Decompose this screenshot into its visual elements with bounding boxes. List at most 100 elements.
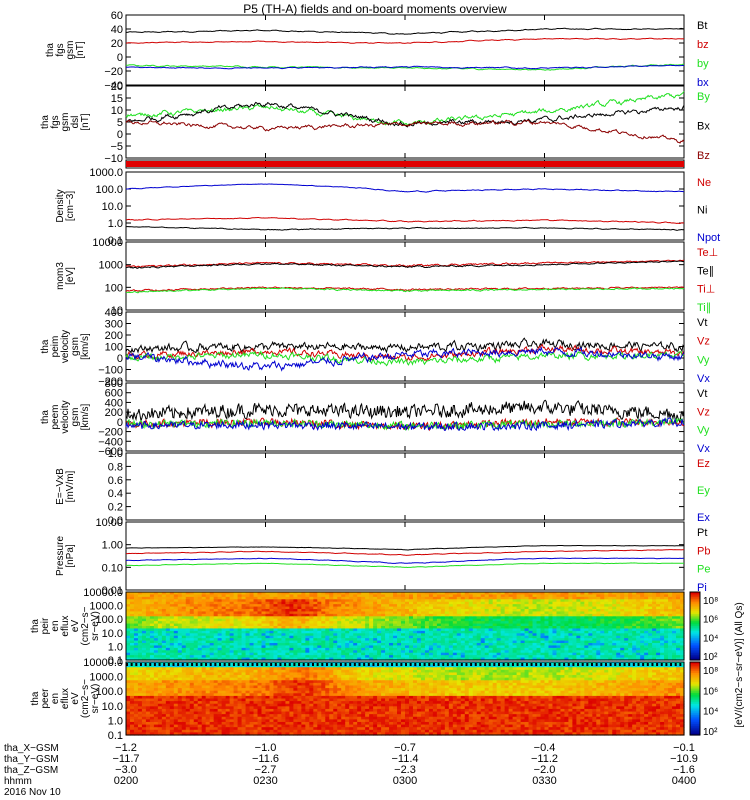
- spectrogram-cell: [157, 647, 163, 651]
- spectrogram-cell: [373, 611, 378, 615]
- spectrogram-cell: [385, 650, 390, 654]
- spectrogram-cell: [656, 638, 661, 642]
- spectrogram-cell: [361, 604, 366, 608]
- spectrogram-cell: [149, 675, 155, 679]
- spectrogram-cell: [440, 640, 446, 644]
- spectrogram-cell: [133, 601, 139, 605]
- spectrogram-cell: [293, 606, 298, 610]
- spectrogram-cell: [209, 594, 215, 598]
- spectrogram-cell: [656, 643, 661, 647]
- spectrogram-cell: [377, 616, 382, 620]
- spectrogram-cell: [656, 606, 661, 610]
- spectrogram-cell: [345, 623, 350, 627]
- spectrogram-cell: [612, 647, 617, 651]
- spectrogram-cell: [157, 706, 163, 710]
- spectrogram-cell: [157, 652, 163, 656]
- spectrogram-cell: [524, 643, 530, 647]
- spectrogram-cell: [476, 609, 482, 613]
- spectrogram-cell: [149, 611, 155, 615]
- spectrogram-cell: [185, 626, 191, 630]
- spectrogram-cell: [181, 664, 187, 668]
- spectrogram-cell: [173, 690, 179, 694]
- spectrogram-cell: [353, 638, 358, 642]
- spectrogram-cell: [381, 638, 386, 642]
- spectrogram-cell: [424, 643, 430, 647]
- spectrogram-cell: [309, 626, 314, 630]
- spectrogram-cell: [512, 643, 518, 647]
- spectrogram-cell: [664, 650, 669, 654]
- spectrogram-cell: [504, 647, 510, 651]
- spectrogram-cell: [385, 626, 390, 630]
- spectrogram-cell: [361, 643, 366, 647]
- y-tick-label: 0.4: [108, 488, 123, 500]
- spectrogram-cell: [281, 638, 287, 642]
- spectrogram-cell: [277, 592, 283, 596]
- spectrogram-cell: [185, 719, 191, 723]
- spectrogram-cell: [297, 655, 302, 659]
- spectrogram-cell: [149, 652, 155, 656]
- spectrogram-cell: [201, 721, 207, 726]
- y-axis-label: tha: [40, 410, 51, 424]
- spectrogram-cell: [229, 647, 235, 651]
- spectrogram-cell: [133, 652, 139, 656]
- spectrogram-cell: [165, 714, 171, 718]
- spectrogram-cell: [333, 599, 338, 603]
- spectrogram-cell: [636, 628, 641, 632]
- spectrogram-cell: [420, 611, 426, 615]
- spectrogram-cell: [540, 623, 546, 627]
- spectrogram-cell: [141, 719, 147, 723]
- spectrogram-cell: [217, 630, 223, 634]
- spectrogram-cell: [201, 618, 207, 622]
- spectrogram-cell: [632, 599, 637, 603]
- spectrogram-cell: [588, 647, 593, 651]
- spectrogram-cell: [580, 609, 585, 613]
- spectrogram-cell: [173, 667, 179, 671]
- spectrogram-cell: [273, 594, 279, 598]
- spectrogram-cell: [201, 626, 207, 630]
- spectrogram-cell: [600, 655, 605, 659]
- spectrogram-cell: [353, 611, 358, 615]
- y-axis-label: en: [50, 620, 61, 631]
- spectrogram-cell: [676, 643, 681, 647]
- spectrogram-cell: [488, 640, 494, 644]
- spectrogram-cell: [301, 628, 306, 632]
- y-tick-label: 0.8: [108, 461, 123, 473]
- spectrogram-cell: [261, 633, 267, 637]
- y-tick-label: 1000.0: [89, 167, 123, 179]
- spectrogram-cell: [209, 599, 215, 603]
- spectrogram-cell: [269, 601, 275, 605]
- spectrogram-cell: [664, 633, 669, 637]
- spectrogram-cell: [444, 613, 450, 617]
- spectrogram-cell: [432, 635, 438, 639]
- spectrogram-cell: [488, 596, 494, 600]
- spectrogram-cell: [149, 601, 155, 605]
- spectrogram-cell: [568, 628, 573, 632]
- spectrogram-cell: [440, 657, 446, 661]
- spectrogram-cell: [656, 650, 661, 654]
- spectrogram-cell: [177, 664, 183, 668]
- spectrogram-cell: [229, 630, 235, 634]
- spectrogram-cell: [660, 601, 665, 605]
- spectrogram-cell: [648, 613, 653, 617]
- spectrogram-cell: [173, 680, 179, 684]
- spectrogram-cell: [349, 609, 354, 613]
- spectrogram-cell: [492, 606, 498, 610]
- spectrogram-cell: [137, 640, 143, 644]
- spectrogram-cell: [145, 672, 151, 676]
- spectrogram-cell: [520, 647, 526, 651]
- spectrogram-cell: [157, 732, 163, 736]
- spectrogram-cell: [193, 677, 199, 681]
- spectrogram-cell: [185, 623, 191, 627]
- spectrogram-cell: [145, 695, 151, 700]
- spectrogram-cell: [397, 616, 402, 620]
- spectrogram-cell: [540, 628, 546, 632]
- spectrogram-cell: [313, 596, 318, 600]
- spectrogram-cell: [488, 643, 494, 647]
- spectrogram-cell: [337, 630, 342, 634]
- spectrogram-cell: [189, 623, 195, 627]
- spectrogram-cell: [133, 613, 139, 617]
- spectrogram-cell: [456, 645, 462, 649]
- spectrogram-cell: [273, 635, 279, 639]
- spectrogram-cell: [137, 613, 143, 617]
